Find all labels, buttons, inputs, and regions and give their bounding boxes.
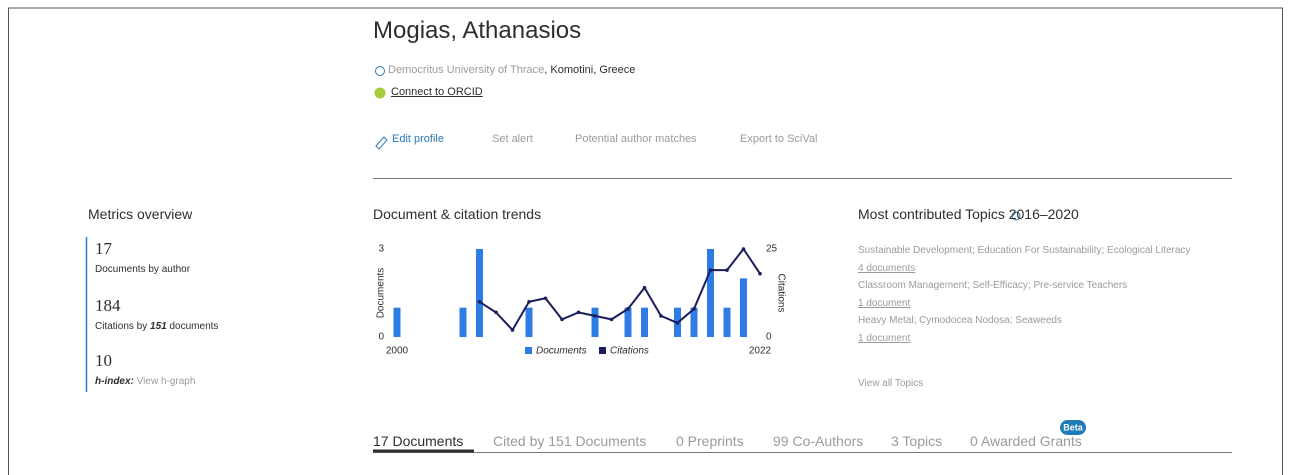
line-marker [577, 311, 581, 315]
tab[interactable]: Cited by 151 Documents [493, 433, 646, 449]
tab[interactable]: 0 Awarded Grants [970, 433, 1082, 449]
legend-swatch [525, 347, 532, 354]
tab[interactable]: 0 Preprints [676, 433, 744, 449]
y2-axis-label: Citations [775, 274, 786, 313]
tab[interactable]: 17 Documents [373, 433, 463, 449]
action[interactable]: Set alert [492, 133, 533, 145]
orcid-icon [375, 88, 386, 99]
bar [592, 308, 599, 337]
line-marker [643, 286, 647, 290]
label: h-index: [95, 376, 134, 387]
topic-name[interactable]: Sustainable Development; Education For S… [858, 245, 1190, 256]
bar [394, 308, 401, 337]
line-marker [511, 328, 515, 332]
topic-count[interactable]: 1 document [858, 298, 910, 309]
bar [460, 308, 467, 337]
y2-tick-label: 0 [766, 332, 772, 343]
topics-title: Most contributed Topics 2016–2020 [858, 206, 1079, 222]
x-tick-label: 2000 [386, 346, 409, 357]
y-tick-label: 3 [378, 244, 384, 255]
bar [625, 308, 632, 337]
metric-label: h-index: View h-graph [95, 376, 195, 387]
badge: Beta [1063, 422, 1084, 432]
line-marker [544, 296, 548, 300]
action[interactable]: Export to SciVal [740, 133, 817, 145]
topic-name[interactable]: Heavy Metal; Cymodocea Nodosa; Seaweeds [858, 315, 1062, 326]
count: 151 [150, 321, 167, 332]
line-marker [725, 268, 729, 272]
line-marker [676, 321, 680, 325]
author-name: Mogias, Athanasios [373, 17, 581, 45]
tab[interactable]: 99 Co-Authors [773, 433, 863, 449]
text: Citations by [95, 321, 147, 332]
line-marker [593, 314, 597, 318]
topic-count[interactable]: 4 documents [858, 263, 915, 274]
metric-value: 10 [95, 351, 112, 371]
bar [724, 308, 731, 337]
metric-label: Citations by 151 documents [95, 321, 218, 332]
text: documents [170, 321, 219, 332]
bar [707, 249, 714, 337]
page-graphics: Beta 0 3 0 25 2000 2022 Documents Citations Docu… [0, 0, 1291, 475]
line-marker [659, 314, 663, 318]
y-axis-label: Documents [376, 268, 387, 319]
affiliation: Democritus University of Thrace, Komotin… [388, 64, 635, 76]
topics-link[interactable]: View all Topics [858, 378, 923, 389]
line [480, 249, 761, 330]
line-marker [494, 311, 498, 315]
line-marker [742, 247, 746, 251]
action[interactable]: Edit profile [392, 133, 444, 145]
topic-name[interactable]: Classroom Management; Self-Efficacy; Pre… [858, 280, 1127, 291]
orcid-link[interactable]: Connect to ORCID [391, 86, 483, 98]
edit-icon [376, 137, 387, 149]
page: Beta 0 3 0 25 2000 2022 Documents Citations Docu… [0, 0, 1291, 475]
y2-tick-label: 25 [766, 244, 778, 255]
location: , Komotini, Greece [544, 64, 635, 76]
line-marker [709, 268, 713, 272]
metric-value: 184 [95, 296, 121, 316]
line-marker [758, 272, 762, 276]
legend-swatch [599, 347, 606, 354]
line-marker [626, 307, 630, 311]
bar [526, 308, 533, 337]
chart-title: Document & citation trends [373, 206, 541, 222]
bar [641, 308, 648, 337]
line-marker [527, 300, 531, 304]
metric-value: 17 [95, 239, 112, 259]
line-marker [610, 318, 614, 322]
bar [740, 278, 747, 337]
metrics-title: Metrics overview [88, 206, 192, 222]
link[interactable]: View h-graph [137, 376, 196, 387]
tab[interactable]: 3 Topics [891, 433, 942, 449]
line-marker [560, 318, 564, 322]
line-marker [692, 307, 696, 311]
line-marker [478, 300, 482, 304]
topic-count[interactable]: 1 document [858, 333, 910, 344]
legend-label: Documents [536, 346, 587, 357]
y-tick-label: 0 [378, 332, 384, 343]
info-icon [376, 67, 385, 76]
metric-label: Documents by author [95, 264, 190, 275]
x-tick-label: 2022 [749, 346, 772, 357]
action[interactable]: Potential author matches [575, 133, 697, 145]
legend-label: Citations [610, 346, 649, 357]
bar [476, 249, 483, 337]
institution[interactable]: Democritus University of Thrace [388, 64, 544, 76]
